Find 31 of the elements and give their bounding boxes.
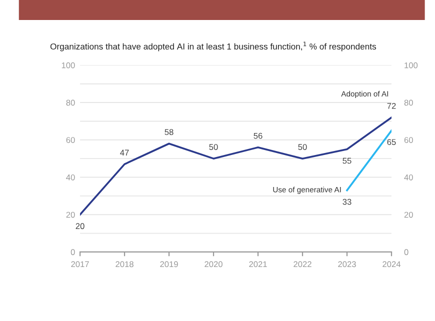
x-tick-label: 2022 (294, 261, 312, 268)
data-label: 33 (342, 198, 352, 205)
data-label: 50 (298, 144, 307, 150)
data-label: 50 (209, 144, 218, 150)
data-label: 72 (387, 102, 396, 109)
y2-tick-label: 40 (404, 174, 413, 180)
x-tick-label: 2017 (71, 261, 89, 268)
data-label: 47 (120, 150, 129, 156)
y2-tick-label: 0 (404, 249, 408, 256)
y-tick-label: 80 (66, 100, 75, 106)
y-tick-label: 60 (66, 137, 75, 143)
data-label: 55 (342, 158, 352, 164)
data-label: 20 (76, 223, 84, 230)
data-label: 56 (254, 132, 262, 139)
y-tick-label: 0 (70, 249, 75, 256)
x-tick-label: 2023 (338, 261, 356, 268)
data-label: 58 (164, 129, 174, 136)
x-tick-label: 2018 (116, 261, 134, 268)
y2-tick-label: 20 (404, 212, 413, 218)
x-tick-label: 2021 (249, 261, 267, 268)
chart-title: Organizations that have adopted AI in at least 1 business function,$^{1}$ % of respondents (50, 42, 376, 52)
x-tick-label: 2020 (204, 261, 222, 268)
y2-tick-label: 80 (404, 100, 413, 106)
y2-tick-label: 100 (404, 62, 418, 68)
y2-tick-label: 60 (404, 137, 413, 143)
y-tick-label: 40 (66, 174, 75, 180)
x-tick-label: 2024 (382, 261, 401, 268)
y-tick-label: 100 (62, 62, 75, 68)
y-tick-label: 20 (66, 212, 75, 218)
data-label: 65 (387, 139, 396, 146)
x-tick-label: 2019 (160, 261, 178, 268)
